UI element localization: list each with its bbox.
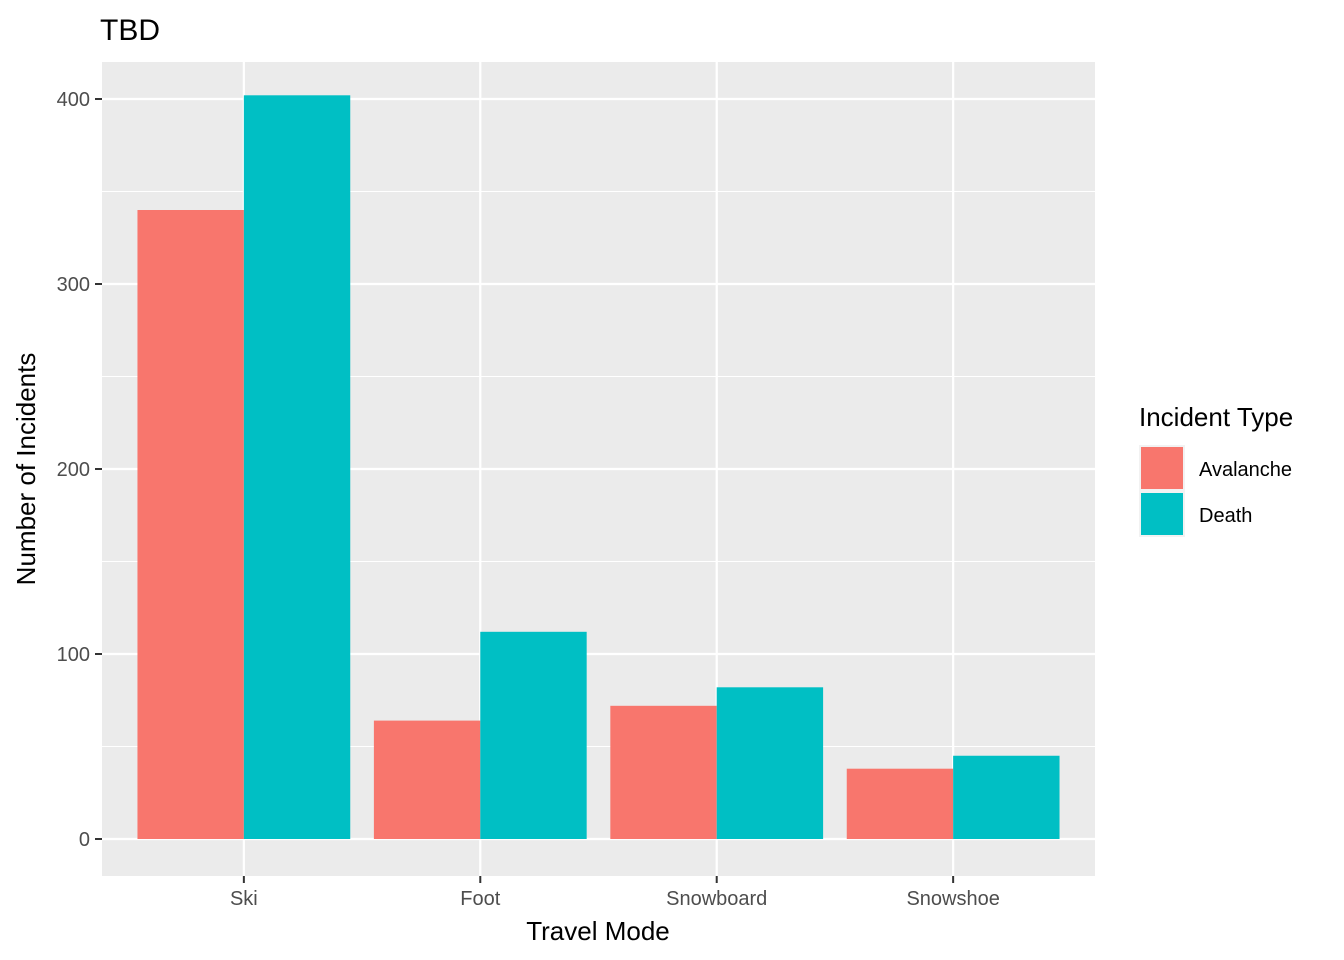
y-tick-label: 100 <box>57 644 90 666</box>
y-tick-label: 400 <box>57 89 90 111</box>
y-tick-label: 200 <box>57 459 90 481</box>
legend: Incident Type Avalanche Death <box>1139 402 1293 537</box>
bar-death-snowboard <box>716 687 824 839</box>
bar-avalanche-ski <box>137 210 244 839</box>
legend-swatch-avalanche <box>1141 447 1183 489</box>
bar-avalanche-snowboard <box>610 705 717 839</box>
x-tick-label: Snowshoe <box>906 888 999 910</box>
chart-title: TBD <box>100 14 160 47</box>
x-axis: Ski Foot Snowboard Snowshoe <box>230 876 1000 910</box>
y-axis: 0 100 200 300 400 <box>57 89 102 851</box>
x-axis-title: Travel Mode <box>526 916 670 946</box>
legend-swatch-death <box>1141 493 1183 535</box>
y-axis-title: Number of Incidents <box>11 353 41 586</box>
bars <box>137 95 1060 840</box>
legend-label-death: Death <box>1199 505 1252 527</box>
bar-death-foot <box>480 631 587 839</box>
y-tick-label: 300 <box>57 274 90 296</box>
legend-label-avalanche: Avalanche <box>1199 459 1292 481</box>
legend-items: Avalanche Death <box>1139 445 1292 537</box>
x-tick-label: Ski <box>230 888 258 910</box>
x-tick-label: Snowboard <box>666 888 767 910</box>
bar-avalanche-foot <box>373 720 481 839</box>
legend-title: Incident Type <box>1139 402 1293 432</box>
bar-avalanche-snowshoe <box>846 768 954 839</box>
bar-death-ski <box>243 95 351 840</box>
y-tick-label: 0 <box>79 829 90 851</box>
x-tick-label: Foot <box>460 888 500 910</box>
bar-death-snowshoe <box>953 755 1060 839</box>
